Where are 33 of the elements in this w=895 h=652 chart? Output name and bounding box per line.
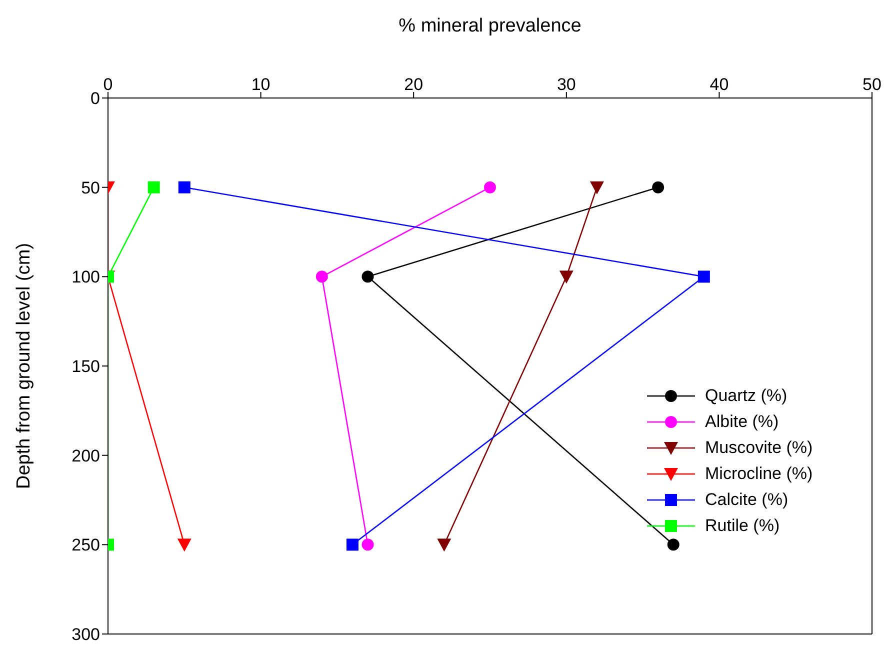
y-tick-label: 100: [72, 268, 100, 287]
x-tick-label: 40: [710, 75, 729, 94]
legend-label: Albite (%): [705, 412, 779, 432]
y-tick-label: 50: [81, 178, 100, 198]
point: [346, 538, 358, 551]
y-axis-title: Depth from ground level (cm): [14, 242, 35, 490]
point: [362, 270, 374, 283]
y-tick-label: 0: [90, 89, 100, 108]
point: [698, 270, 710, 283]
y-tick-label: 300: [72, 625, 100, 644]
point: [484, 181, 496, 194]
point: [178, 181, 190, 194]
x-tick-label: 50: [862, 75, 882, 94]
y-tick-label: 150: [72, 357, 100, 376]
x-tick-label: 30: [556, 75, 576, 94]
point: [652, 181, 664, 194]
x-axis-title: % mineral prevalence: [398, 15, 582, 36]
legend-label: Rutile (%): [705, 516, 780, 536]
y-tick-label: 200: [72, 446, 100, 466]
legend-label: Muscovite (%): [705, 438, 813, 458]
x-tick-label: 0: [103, 75, 113, 94]
point: [316, 270, 328, 283]
x-tick-label: 20: [404, 75, 424, 94]
point: [559, 270, 574, 284]
legend-label: Microcline (%): [705, 464, 813, 484]
point: [362, 538, 374, 551]
point: [667, 538, 680, 551]
legend-label: Calcite (%): [705, 490, 788, 510]
legend-label: Quartz (%): [705, 386, 788, 406]
y-tick-label: 250: [72, 536, 100, 555]
point: [590, 181, 604, 194]
x-tick-label: 10: [251, 75, 270, 94]
point: [437, 538, 452, 552]
